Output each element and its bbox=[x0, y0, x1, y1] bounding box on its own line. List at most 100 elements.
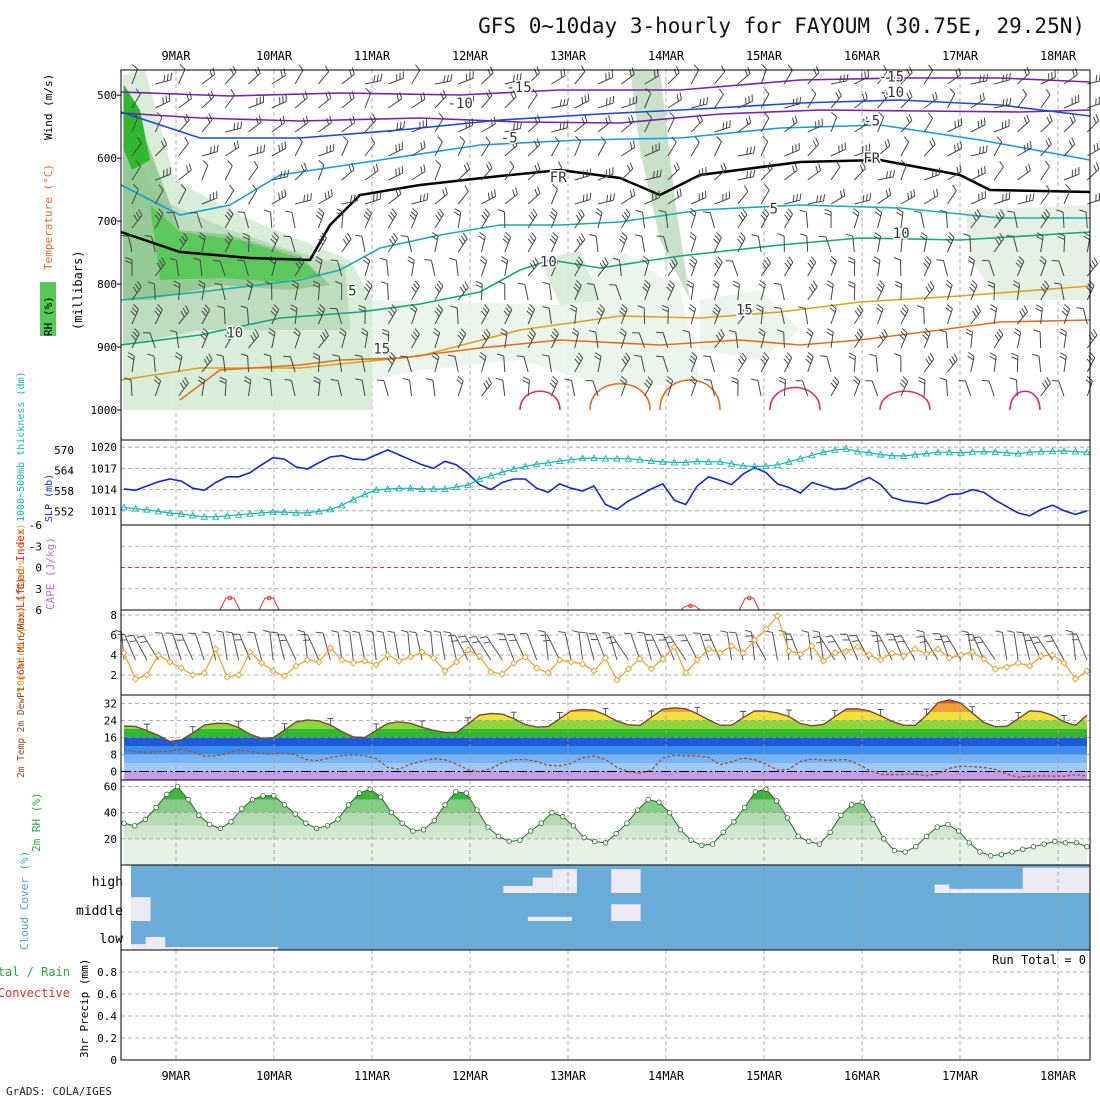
wind-barb-staff bbox=[595, 332, 599, 349]
wind-barb-feather bbox=[170, 72, 173, 80]
wind-barb-icon bbox=[932, 633, 950, 661]
wind-barb-staff bbox=[1040, 308, 1043, 325]
wind-barb-feather bbox=[777, 233, 785, 237]
wind-barb-feather bbox=[812, 635, 820, 639]
wind-barb-staff bbox=[178, 238, 189, 253]
wind-barb-feather bbox=[916, 305, 924, 309]
wind-barb-icon bbox=[574, 192, 592, 205]
wind-barb-feather bbox=[437, 136, 443, 143]
wind-barb-feather bbox=[376, 379, 384, 382]
wind-speed-point bbox=[1083, 667, 1091, 675]
wind-barb-icon bbox=[481, 89, 493, 109]
wind-barb-staff bbox=[970, 260, 975, 277]
wind-barb-feather bbox=[362, 259, 369, 265]
wind-barb-feather bbox=[513, 123, 516, 131]
wind-barb-feather bbox=[613, 193, 615, 201]
wind-barb-feather bbox=[321, 232, 327, 239]
rh-point bbox=[560, 813, 566, 820]
wind-barb-staff bbox=[456, 308, 459, 325]
wind-barb-feather bbox=[809, 259, 815, 266]
wind-barb-icon bbox=[947, 67, 962, 85]
thickness-point bbox=[441, 485, 449, 492]
wind-barb-feather bbox=[778, 376, 786, 381]
wind-barb-feather bbox=[978, 146, 981, 154]
wind-barb-feather bbox=[387, 358, 393, 365]
wind-barb-feather bbox=[395, 189, 399, 197]
wind-barb-staff bbox=[923, 144, 936, 157]
wind-barb-icon bbox=[691, 166, 707, 181]
rh-point bbox=[816, 841, 823, 847]
wind-barb-feather bbox=[1023, 144, 1026, 152]
wind-barb-staff bbox=[271, 122, 286, 133]
wind-barb-staff bbox=[549, 284, 552, 301]
wind-barb-icon bbox=[737, 115, 752, 133]
wind-barb-staff bbox=[830, 148, 846, 157]
rh-shaded-region bbox=[124, 85, 150, 170]
wind-barb-icon bbox=[689, 207, 697, 229]
wind-barb-staff bbox=[364, 198, 381, 205]
wind-barb-icon bbox=[224, 160, 233, 181]
wind-barb-feather bbox=[949, 88, 956, 95]
wind-barb-feather bbox=[831, 111, 838, 118]
rh-point bbox=[848, 802, 855, 808]
slp-series-line bbox=[123, 449, 1088, 517]
wind-barb-staff bbox=[387, 309, 397, 325]
wind-barb-feather bbox=[763, 208, 770, 215]
wind-barb-feather bbox=[810, 256, 817, 263]
wind-barb-feather bbox=[376, 630, 384, 633]
wind-barb-icon bbox=[200, 328, 209, 349]
wind-barb-feather bbox=[483, 331, 489, 338]
wind-barb-staff bbox=[481, 213, 490, 229]
wind-barb-feather bbox=[530, 211, 536, 218]
wind-barb-feather bbox=[468, 635, 476, 639]
rh-axis-label: RH (%) bbox=[42, 296, 55, 336]
wind-speed-point bbox=[498, 670, 506, 678]
wind-barb-icon bbox=[248, 115, 262, 133]
top-date-label: 10MAR bbox=[256, 49, 293, 63]
wind-barb-feather bbox=[349, 69, 353, 77]
wind-barb-feather bbox=[559, 122, 562, 130]
wind-barb-icon bbox=[411, 192, 429, 205]
wind-barb-feather bbox=[127, 355, 135, 361]
wind-barb-feather bbox=[153, 379, 160, 385]
thickness-point bbox=[911, 450, 919, 458]
wind-barb-icon bbox=[1063, 94, 1080, 109]
wind-barb-staff bbox=[830, 308, 837, 325]
wind-barb-feather bbox=[254, 329, 260, 336]
wind-barb-staff bbox=[201, 164, 209, 181]
bottom-date-label: 12MAR bbox=[452, 1069, 489, 1083]
wind-barb-icon bbox=[945, 303, 953, 325]
wind-speed-point bbox=[980, 655, 988, 663]
wind-barb-icon bbox=[1035, 304, 1043, 325]
wind-barb-icon bbox=[126, 634, 148, 661]
wind-barb-feather bbox=[512, 189, 516, 197]
wind-barb-feather bbox=[808, 286, 814, 294]
wind-speed-point bbox=[957, 651, 965, 659]
wind-barb-staff bbox=[993, 79, 1010, 85]
wind-barb-feather bbox=[263, 144, 266, 152]
clear-sky-patch bbox=[552, 869, 577, 893]
wind-barb-icon bbox=[644, 169, 662, 181]
wind-barb-feather bbox=[682, 329, 690, 333]
wind-barb-feather bbox=[370, 137, 376, 144]
wind-barb-feather bbox=[578, 235, 583, 243]
wind-speed-point bbox=[601, 654, 610, 662]
wind-barb-feather bbox=[594, 355, 601, 361]
wind-barb-icon bbox=[588, 330, 599, 349]
thickness-point bbox=[211, 512, 220, 520]
wind-barb-icon bbox=[806, 327, 814, 349]
wind-barb-feather bbox=[848, 352, 856, 357]
wind-barb-staff bbox=[760, 308, 764, 325]
wind-barb-feather bbox=[363, 214, 370, 221]
thickness-point bbox=[957, 448, 965, 456]
wind-barb-icon bbox=[807, 137, 820, 157]
thickness-point bbox=[853, 447, 862, 455]
wind-barb-staff bbox=[709, 212, 715, 229]
wind-barb-staff bbox=[597, 173, 614, 181]
wind-barb-feather bbox=[740, 211, 746, 218]
wind-barb-feather bbox=[580, 233, 586, 240]
wind-barb-icon bbox=[854, 143, 871, 157]
wind-barb-feather bbox=[786, 259, 792, 266]
wind-barb-feather bbox=[1045, 208, 1051, 216]
wind-barb-staff bbox=[154, 117, 163, 133]
